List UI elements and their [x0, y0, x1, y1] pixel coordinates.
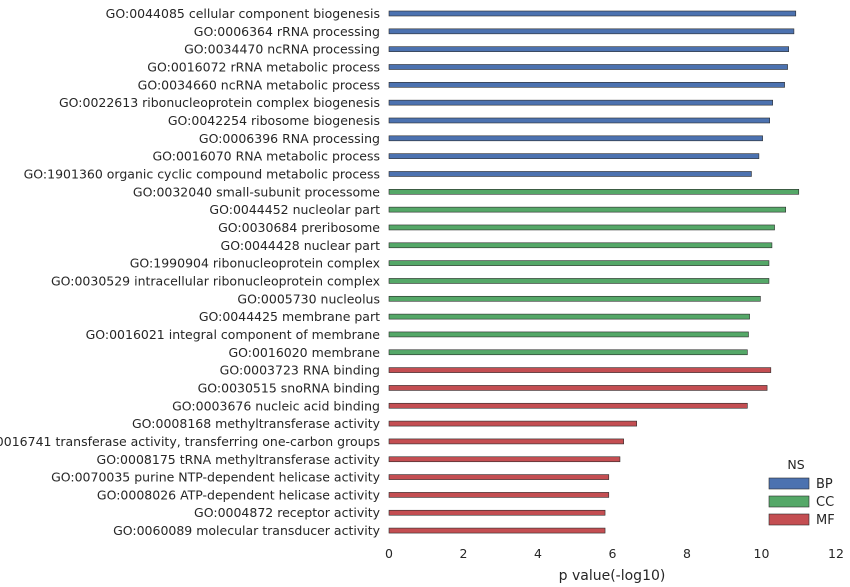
bar-6: [388, 99, 773, 106]
legend-label-mf: MF: [816, 513, 835, 528]
category-label-19: GO:0016021 integral component of membran…: [86, 327, 381, 342]
category-label-12: GO:0044452 nucleolar part: [209, 202, 380, 217]
category-label-26: GO:0008175 tRNA methyltransferase activi…: [97, 452, 381, 467]
bar-9: [388, 153, 760, 159]
bar-23: [388, 402, 748, 409]
category-label-4: GO:0016072 rRNA metabolic process: [147, 59, 380, 74]
x-axis-label: p value(-log10): [559, 568, 666, 584]
category-label-10: GO:1901360 organic cyclic compound metab…: [24, 166, 380, 181]
legend-title: NS: [787, 457, 804, 472]
x-axis-ticks: 0 2 4 6 8 10 12: [385, 546, 844, 561]
category-label-1: GO:0044085 cellular component biogenesis: [106, 6, 380, 21]
legend-label-cc: CC: [816, 495, 834, 510]
category-label-16: GO:0030529 intracellular ribonucleoprote…: [51, 273, 380, 288]
x-tick-label-12: 12: [828, 546, 844, 561]
bar-14: [388, 242, 773, 249]
category-label-21: GO:0003723 RNA binding: [220, 363, 380, 378]
bar-22: [388, 385, 768, 391]
category-label-17: GO:0005730 nucleolus: [237, 291, 380, 306]
category-label-18: GO:0044425 membrane part: [199, 309, 380, 324]
x-tick-label-4: 4: [534, 546, 542, 561]
category-label-15: GO:1990904 ribonucleoprotein complex: [130, 256, 380, 271]
bar-13: [388, 224, 775, 231]
bar-4: [388, 64, 788, 70]
category-label-29: GO:0004872 receptor activity: [194, 505, 381, 520]
x-tick-label-8: 8: [683, 546, 691, 561]
category-labels: GO:0044085 cellular component biogenesis…: [0, 6, 381, 538]
bar-1: [388, 10, 797, 17]
bar-12: [388, 206, 787, 213]
x-tick-label-0: 0: [385, 546, 393, 561]
category-label-3: GO:0034470 ncRNA processing: [184, 42, 380, 57]
legend-swatch-mf: [768, 513, 810, 526]
category-label-22: GO:0030515 snoRNA binding: [198, 380, 380, 395]
bar-8: [388, 135, 763, 142]
bar-30: [388, 527, 606, 534]
bar-11: [388, 189, 800, 195]
bar-26: [388, 456, 621, 463]
bar-5: [388, 82, 785, 88]
category-label-5: GO:0034660 ncRNA metabolic process: [138, 77, 380, 92]
category-label-13: GO:0030684 preribosome: [218, 220, 380, 235]
category-label-24: GO:0008168 methyltransferase activity: [132, 416, 381, 431]
legend-label-bp: BP: [816, 477, 833, 492]
bar-17: [388, 295, 761, 302]
x-tick-label-2: 2: [460, 546, 468, 561]
category-label-23: GO:0003676 nucleic acid binding: [172, 398, 380, 413]
bar-18: [388, 313, 750, 320]
category-label-28: GO:0008026 ATP-dependent helicase activi…: [97, 487, 381, 502]
bar-19: [388, 331, 749, 338]
legend: NS BP CC MF: [768, 457, 835, 528]
bars-group: [388, 10, 800, 534]
category-label-11: GO:0032040 small-subunit processome: [133, 184, 380, 199]
bar-15: [388, 260, 770, 266]
bar-25: [388, 438, 624, 445]
category-label-27: GO:0070035 purine NTP-dependent helicase…: [51, 470, 381, 485]
category-label-25: GO:0016741 transferase activity, transfe…: [0, 434, 380, 449]
bar-20: [388, 349, 748, 356]
category-label-6: GO:0022613 ribonucleoprotein complex bio…: [59, 95, 380, 110]
bar-7: [388, 117, 770, 124]
bar-3: [388, 46, 789, 52]
bar-29: [388, 509, 606, 516]
x-tick-label-6: 6: [609, 546, 617, 561]
x-tick-label-10: 10: [754, 546, 770, 561]
legend-swatch-cc: [768, 495, 810, 508]
bar-24: [388, 420, 638, 427]
bar-21: [388, 367, 772, 373]
category-label-20: GO:0016020 membrane: [228, 345, 380, 360]
bar-10: [388, 171, 752, 177]
category-label-30: GO:0060089 molecular transducer activity: [113, 523, 381, 538]
category-label-9: GO:0016070 RNA metabolic process: [152, 149, 380, 164]
category-label-2: GO:0006364 rRNA processing: [194, 24, 380, 39]
bar-2: [388, 28, 795, 35]
bar-27: [388, 474, 610, 480]
category-label-7: GO:0042254 ribosome biogenesis: [168, 113, 380, 128]
category-label-14: GO:0044428 nuclear part: [221, 238, 381, 253]
bar-28: [388, 492, 610, 498]
category-label-8: GO:0006396 RNA processing: [199, 131, 380, 146]
legend-swatch-bp: [768, 477, 810, 490]
bar-16: [388, 278, 770, 284]
